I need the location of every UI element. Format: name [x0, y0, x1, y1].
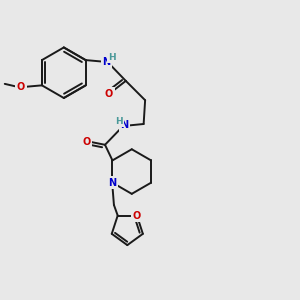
Text: O: O [133, 211, 141, 220]
Text: N: N [120, 121, 128, 130]
Text: O: O [82, 137, 91, 147]
Text: H: H [108, 52, 116, 62]
Text: O: O [17, 82, 25, 92]
Text: N: N [102, 57, 111, 67]
Text: N: N [108, 178, 116, 188]
Text: O: O [105, 89, 113, 99]
Text: H: H [115, 116, 122, 125]
